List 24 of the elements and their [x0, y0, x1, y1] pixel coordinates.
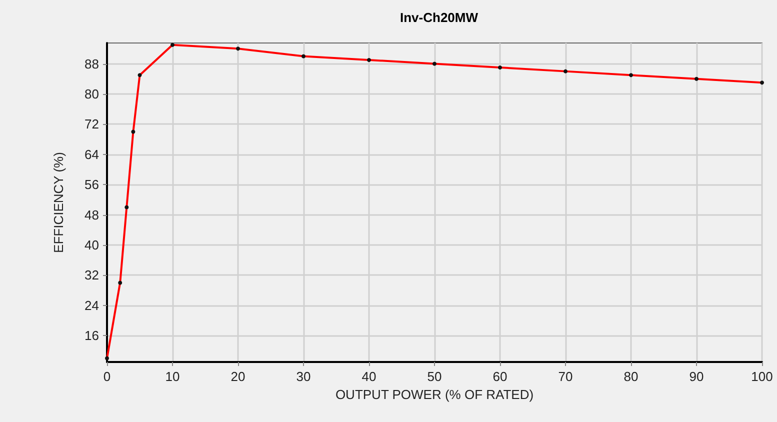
- y-tick-label: 72: [84, 116, 99, 132]
- x-tick-label: 10: [165, 369, 180, 384]
- y-tick-label: 48: [84, 207, 99, 222]
- y-tick-label: 40: [84, 237, 99, 252]
- y-tick-label: 24: [84, 298, 99, 313]
- x-tick-label: 80: [624, 369, 638, 384]
- chart-title: Inv-Ch20MW: [400, 10, 479, 25]
- y-tick-label: 16: [84, 328, 99, 344]
- x-tick-label: 50: [427, 369, 442, 384]
- x-tick-label: 90: [689, 369, 704, 384]
- x-tick-label: 70: [558, 369, 573, 384]
- x-tick-label: 0: [103, 369, 111, 384]
- x-tick-label: 60: [492, 369, 508, 384]
- x-axis-title: OUTPUT POWER (% OF RATED): [335, 387, 534, 402]
- x-tick-label: 40: [362, 369, 376, 384]
- x-tick-label: 30: [296, 369, 311, 384]
- y-tick-label: 32: [84, 268, 99, 283]
- y-tick-label: 64: [84, 146, 99, 162]
- x-tick-label: 100: [751, 369, 773, 384]
- y-tick-label: 56: [84, 177, 99, 192]
- x-tick-label: 20: [230, 369, 246, 384]
- y-tick-label: 80: [84, 86, 99, 102]
- y-axis-title: EFFICIENCY (%): [51, 152, 66, 253]
- y-tick-label: 88: [84, 56, 99, 72]
